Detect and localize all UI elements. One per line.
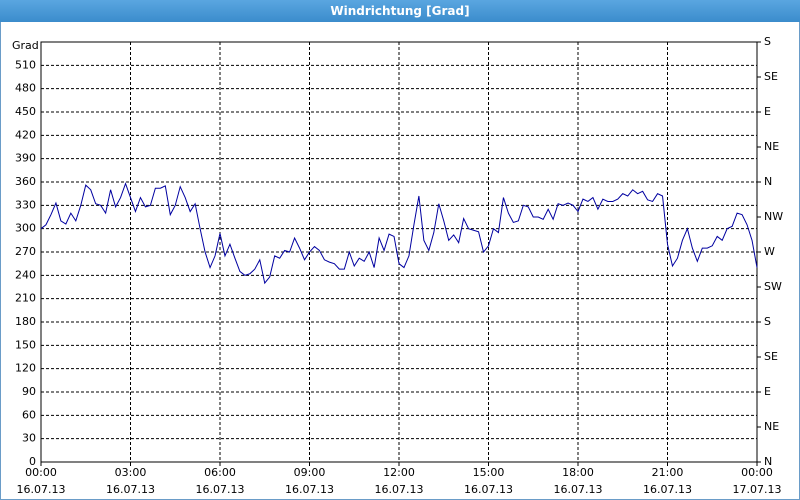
y-axis-label: Grad [12, 39, 39, 52]
y-tick-label: 480 [15, 82, 36, 95]
x-tick-label: 21:00 16.07.13 [643, 466, 692, 496]
y2-tick-label: N [764, 455, 772, 468]
x-tick-label: 12:00 16.07.13 [374, 466, 424, 496]
y-tick-label: 510 [15, 58, 36, 71]
y2-tick-label: E [764, 105, 771, 118]
y-tick-label: 240 [15, 268, 36, 281]
x-tick-label: 09:00 16.07.13 [285, 466, 334, 496]
y2-tick-label: S [764, 35, 771, 48]
y2-tick-label: SE [764, 350, 778, 363]
y2-tick-label: S [764, 315, 771, 328]
y2-tick-label: NE [764, 140, 779, 153]
y-tick-label: 360 [15, 175, 36, 188]
title-bar: Windrichtung [Grad] [0, 0, 800, 22]
data-line [40, 182, 758, 285]
y-tick-label: 300 [15, 222, 36, 235]
x-tick-label: 18:00 16.07.13 [553, 466, 603, 496]
y2-tick-label: SW [764, 280, 782, 293]
y-tick-label: 150 [15, 338, 36, 351]
y2-tick-label: W [764, 245, 775, 258]
x-tick-label: 00:00 16.07.13 [16, 466, 66, 496]
y-tick-label: 210 [15, 292, 36, 305]
y-tick-label: 60 [22, 408, 36, 421]
x-tick-label: 00:00 17.07.13 [732, 466, 782, 496]
y2-tick-label: SE [764, 70, 778, 83]
y2-tick-label: N [764, 175, 772, 188]
y-tick-label: 120 [15, 362, 36, 375]
y-tick-label: 0 [29, 455, 36, 468]
y2-tick-label: E [764, 385, 771, 398]
y-tick-label: 390 [15, 152, 36, 165]
y2-tick-label: NW [764, 210, 783, 223]
y-tick-label: 420 [15, 128, 36, 141]
y-tick-label: 450 [15, 105, 36, 118]
y2-tick-label: NE [764, 420, 779, 433]
x-tick-label: 03:00 16.07.13 [106, 466, 155, 496]
x-tick-label: 06:00 16.07.13 [195, 466, 245, 496]
y-tick-label: 90 [22, 385, 36, 398]
y-tick-label: 180 [15, 315, 36, 328]
x-tick-label: 15:00 16.07.13 [464, 466, 513, 496]
y-tick-label: 330 [15, 198, 36, 211]
y-tick-label: 270 [15, 245, 36, 258]
y-tick-label: 30 [22, 432, 36, 445]
